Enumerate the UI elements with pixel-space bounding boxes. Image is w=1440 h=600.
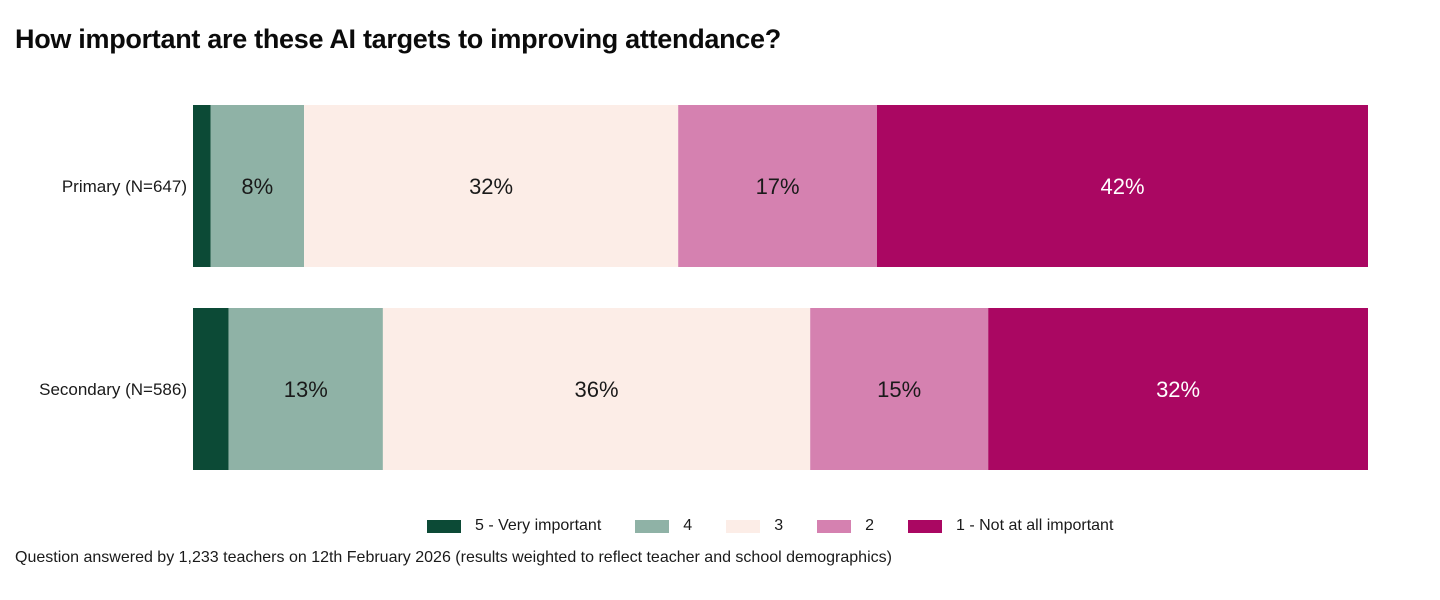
legend-label: 5 - Very important — [475, 517, 602, 534]
legend-item-4: 4 — [635, 517, 692, 535]
legend-item-2: 2 — [817, 517, 874, 535]
data-label: 36% — [574, 377, 618, 402]
legend-label: 3 — [774, 517, 784, 534]
category-label: Secondary (N=586) — [39, 380, 187, 399]
bar-segment — [210, 105, 304, 267]
stacked-bar-chart: Primary (N=647) Secondary (N=586) 8% 32% 17… — [39, 105, 1368, 470]
bar-segment — [810, 308, 989, 470]
data-label: 42% — [1100, 174, 1144, 199]
bar-segment — [678, 105, 877, 267]
legend-item-5: 5 - Very important — [427, 517, 601, 535]
bar-segment — [193, 308, 229, 470]
data-label: 13% — [284, 377, 328, 402]
data-label: 32% — [469, 174, 513, 199]
legend-item-3: 3 — [726, 517, 783, 535]
bar-segment — [988, 308, 1368, 470]
footnote: Question answered by 1,233 teachers on 1… — [15, 549, 892, 566]
bar-segment — [382, 308, 811, 470]
legend-swatch — [635, 519, 670, 533]
bar-segment — [304, 105, 679, 267]
bar-segment — [193, 105, 211, 267]
data-label: 17% — [756, 174, 800, 199]
legend-label: 4 — [683, 517, 693, 534]
legend-item-1: 1 - Not at all important — [908, 517, 1113, 535]
legend-swatch — [427, 519, 461, 533]
data-label: 32% — [1156, 377, 1200, 402]
data-label: 15% — [877, 377, 921, 402]
bar-segment — [877, 105, 1368, 267]
bar-segment — [228, 308, 383, 470]
legend-label: 1 - Not at all important — [956, 517, 1114, 534]
chart-title: How important are these AI targets to im… — [15, 24, 781, 54]
legend-swatch — [726, 519, 761, 533]
legend-swatch — [908, 519, 942, 533]
legend: 5 - Very important 4 3 2 1 - Not at all … — [0, 517, 1440, 535]
legend-label: 2 — [865, 517, 874, 534]
category-label: Primary (N=647) — [62, 177, 187, 196]
data-label: 8% — [241, 174, 273, 199]
legend-swatch — [817, 519, 852, 533]
